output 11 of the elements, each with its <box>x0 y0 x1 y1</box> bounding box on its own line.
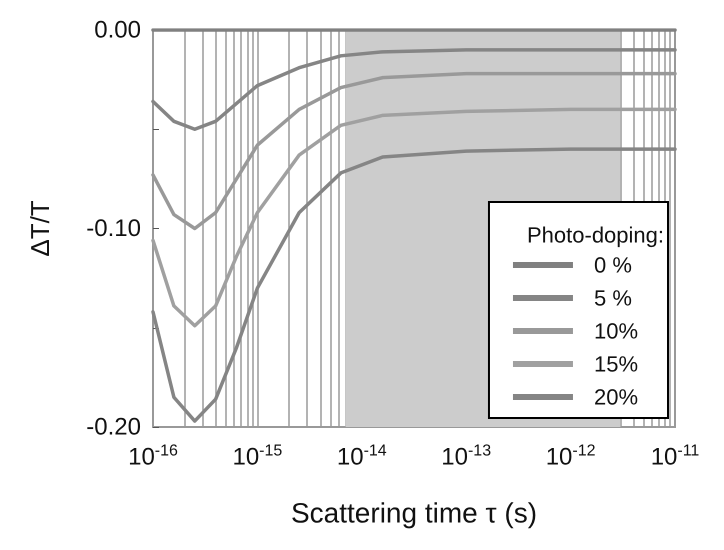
y-tick-label: -0.10 <box>86 215 141 242</box>
legend-title: Photo-doping: <box>527 222 664 248</box>
legend-label: 10% <box>594 318 638 344</box>
legend-label: 5 % <box>594 286 632 310</box>
legend-label: 20% <box>594 384 638 410</box>
legend-label: 15% <box>594 352 638 376</box>
legend-label: 0 % <box>594 252 632 278</box>
y-tick-label: -0.20 <box>86 414 141 440</box>
y-axis-title: ΔT/T <box>25 200 55 257</box>
x-axis-title: Scattering time τ (s) <box>290 498 538 528</box>
y-tick-label: 0.00 <box>94 16 141 44</box>
